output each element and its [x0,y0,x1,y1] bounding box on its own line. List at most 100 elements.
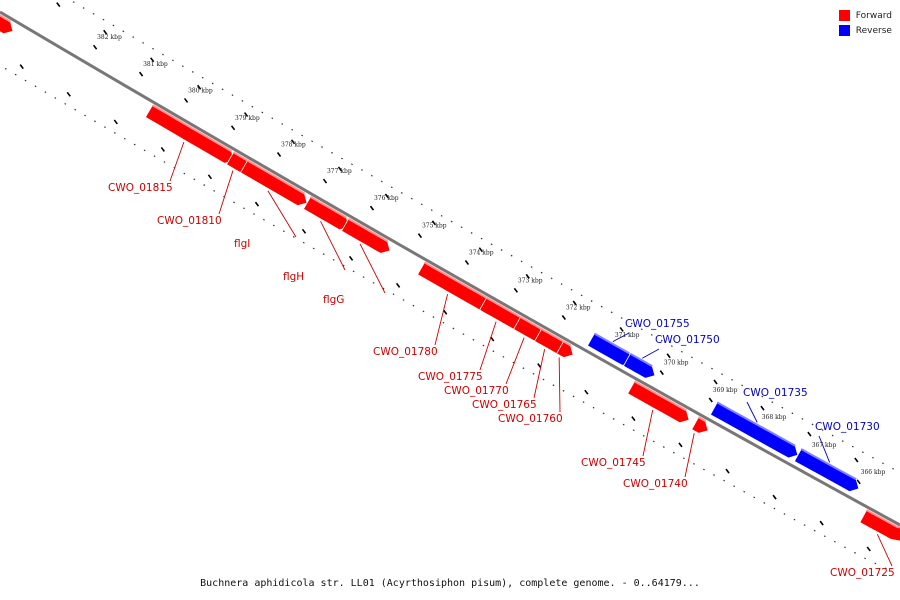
gene-label: CWO_01750 [655,334,720,346]
tick-mark [417,233,423,239]
minor-tick-lower [866,546,871,552]
gene-highlight [698,416,706,422]
minor-tick-lower [160,146,165,152]
gene-label: CWO_01770 [444,385,509,397]
minor-tick-upper [150,57,155,63]
gene-label: flgI [234,238,250,250]
minor-tick-lower [537,363,542,369]
legend-label-forward: Forward [855,10,892,21]
minor-tick-upper [619,326,624,332]
gene-leader-line [434,293,449,346]
reverse-swatch [838,25,850,36]
minor-tick-upper [478,247,483,253]
minor-tick-lower [301,228,307,234]
gene-leader-line [558,357,561,413]
gene-highlight [0,14,12,23]
minor-tick-upper [56,2,61,8]
gene-CWO_01735-body [709,401,799,459]
minor-tick-upper [103,29,108,35]
gene-leader-line [818,435,831,463]
gene-highlight [800,448,857,481]
gene-highlight [486,296,522,319]
gene-CWO_01780-body [417,261,490,311]
guide-dots-upper [68,0,900,474]
gene-CWO_01740-body [691,416,709,434]
guide-dots-lower [0,64,889,570]
gene-leader-line [169,141,185,182]
gene-highlight [233,151,250,162]
gene-highlight [309,196,348,219]
minor-tick-upper [431,220,437,226]
tick-mark [369,205,375,211]
forward-swatch [838,10,850,21]
backbone-line [0,10,900,527]
gene-leader-line [533,349,546,399]
minor-tick-lower [819,520,824,526]
minor-tick-upper [525,273,530,279]
gene-flgI-body [239,159,308,207]
gene-leader-line [876,534,893,567]
minor-tick-upper [243,112,249,118]
minor-tick-upper [197,84,202,90]
gene-label: CWO_01745 [581,457,646,469]
legend: Forward Reverse [838,8,892,38]
tick-mark [183,97,189,103]
minor-tick-lower [631,416,636,422]
tick-label: 373 kbp [518,277,543,284]
gene-label: CWO_01740 [623,478,688,490]
tick-mark [561,315,566,320]
gene-CWO_01815-body [144,104,235,164]
gene-label: CWO_01730 [815,421,880,433]
gene-label: CWO_01775 [418,371,483,383]
minor-tick-lower [254,201,260,207]
tick-label: 379 kbp [235,115,260,122]
minor-tick-lower [443,309,448,315]
tick-label: 374 kbp [469,249,494,256]
tick-label: 366 kbp [861,469,886,476]
tick-label: 382 kbp [97,34,122,41]
tick-label: 377 kbp [327,168,352,175]
gene-label: CWO_01765 [472,399,537,411]
gene-leader-line [479,321,497,371]
gene-leader-line [642,348,660,359]
gene-label: CWO_01760 [498,413,563,425]
minor-tick-lower [678,442,683,448]
tick-label: 367 kbp [812,442,837,449]
gene-highlight [634,380,687,412]
gene-label: CWO_01755 [625,318,690,330]
tick-label: 370 kbp [664,360,689,367]
minor-tick-upper [572,300,577,306]
tick-label: 372 kbp [566,305,591,312]
tick-mark [276,152,282,157]
gene-highlight [629,352,653,367]
gene-leader-line [684,433,695,478]
minor-tick-lower [19,64,24,70]
tick-label: 369 kbp [713,387,738,394]
gene-highlight [520,316,544,331]
minor-tick-lower [584,389,589,395]
tick-mark [92,44,98,50]
gene-leader-line [359,243,386,294]
tick-mark [659,370,664,376]
gene-leader-line [746,401,758,423]
gene-leader-line [642,409,654,457]
minor-tick-upper [337,166,343,172]
gene-label: flgG [323,294,344,306]
tick-mark [230,125,236,131]
minor-tick-upper [807,431,812,437]
legend-item-reverse: Reverse [838,23,892,38]
gene-highlight [562,340,572,347]
tick-mark [464,259,470,265]
gene-label: CWO_01735 [743,387,808,399]
gene-leader-line [218,170,234,215]
minor-tick-lower [395,282,401,288]
tick-mark [856,479,861,485]
minor-tick-upper [854,457,859,463]
gene-highlight [866,509,900,529]
caption: Buchnera aphidicola str. LL01 (Acyrthosi… [200,578,700,589]
minor-tick-upper [290,139,296,145]
gene-label: flgH [283,271,304,283]
minor-tick-upper [713,379,718,385]
gene-highlight [541,328,564,343]
